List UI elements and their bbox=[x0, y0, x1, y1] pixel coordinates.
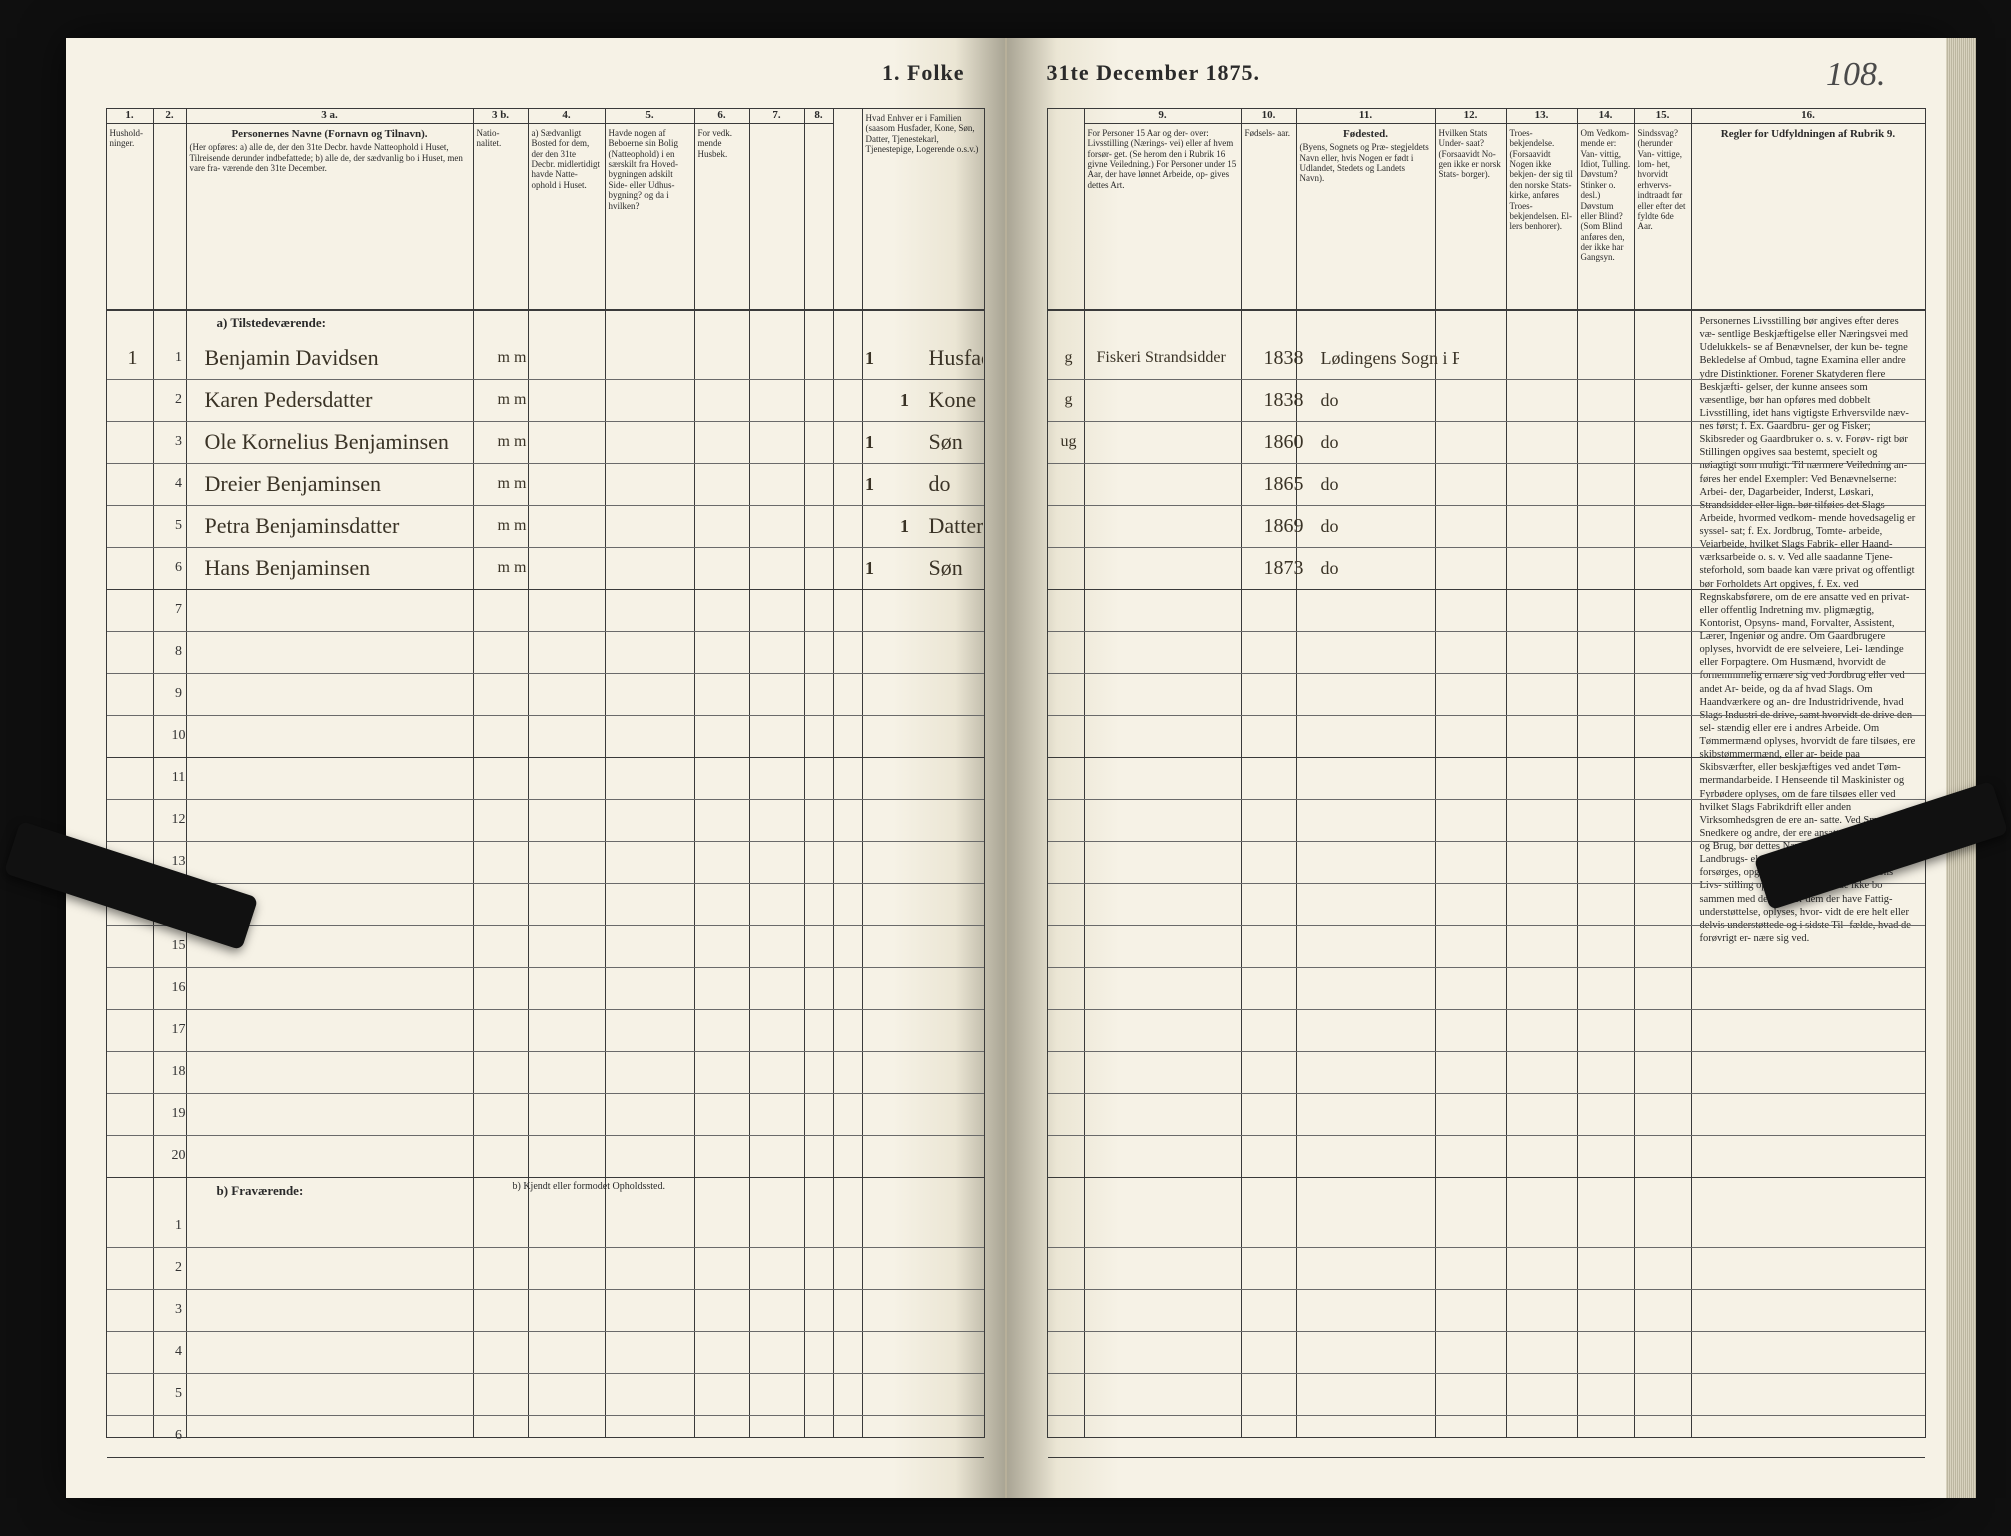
table-row: 11Benjamin Davidsenm m1Husfader bbox=[107, 337, 984, 380]
left-page: 1. Folke 1.Hushold- ninger. 2. 3 a.Perso… bbox=[66, 38, 1007, 1498]
header-title-left: 1. Folke bbox=[882, 60, 965, 86]
table-row: 11 bbox=[107, 757, 984, 800]
table-row: 1869do bbox=[1048, 505, 1925, 548]
page-edge-stack bbox=[1946, 38, 1976, 1498]
table-row: 1 bbox=[107, 1205, 984, 1248]
left-grid: 1.Hushold- ninger. 2. 3 a.Personernes Na… bbox=[106, 108, 985, 1438]
section-a-label: a) Tilstedeværende: bbox=[217, 315, 326, 331]
table-row bbox=[1048, 1415, 1925, 1458]
table-row: 17 bbox=[107, 1009, 984, 1052]
table-row bbox=[1048, 1247, 1925, 1290]
left-rows: 11Benjamin Davidsenm m1Husfader2Karen Pe… bbox=[107, 109, 984, 1437]
right-rows: gFiskeri Strandsidder1838Lødingens Sogn … bbox=[1048, 109, 1925, 1437]
table-row bbox=[1048, 799, 1925, 842]
table-row: 6Hans Benjaminsenm m1Søn bbox=[107, 547, 984, 590]
table-row: 4Dreier Benjaminsenm m1do bbox=[107, 463, 984, 506]
table-row: 6 bbox=[107, 1415, 984, 1458]
section-b-note: b) Kjendt eller formodet Opholdssted. bbox=[513, 1181, 665, 1192]
table-row bbox=[1048, 631, 1925, 674]
table-row bbox=[1048, 1051, 1925, 1094]
table-row bbox=[1048, 1373, 1925, 1416]
table-row: 20 bbox=[107, 1135, 984, 1178]
table-row: 2Karen Pedersdatterm m1Kone bbox=[107, 379, 984, 422]
table-row bbox=[1048, 1135, 1925, 1178]
table-row: 7 bbox=[107, 589, 984, 632]
folio-number: 108. bbox=[1826, 56, 1886, 94]
table-row bbox=[1048, 715, 1925, 758]
table-row bbox=[1048, 967, 1925, 1010]
table-row: 9 bbox=[107, 673, 984, 716]
table-row bbox=[1048, 1093, 1925, 1136]
table-row: 10 bbox=[107, 715, 984, 758]
table-row: 5 bbox=[107, 1373, 984, 1416]
table-row bbox=[1048, 1009, 1925, 1052]
table-row: 8 bbox=[107, 631, 984, 674]
table-row bbox=[1048, 673, 1925, 716]
table-row bbox=[1048, 757, 1925, 800]
table-row: 3 bbox=[107, 1289, 984, 1332]
table-row: 19 bbox=[107, 1093, 984, 1136]
table-row: g1838do bbox=[1048, 379, 1925, 422]
table-row: 5Petra Benjaminsdatterm m1Datter bbox=[107, 505, 984, 548]
table-row: 16 bbox=[107, 967, 984, 1010]
table-row bbox=[1048, 1289, 1925, 1332]
table-row: gFiskeri Strandsidder1838Lødingens Sogn … bbox=[1048, 337, 1925, 380]
table-row bbox=[1048, 1331, 1925, 1374]
table-row: 4 bbox=[107, 1331, 984, 1374]
table-row: 3Ole Kornelius Benjaminsenm m1Søn bbox=[107, 421, 984, 464]
table-row: 13 bbox=[107, 841, 984, 884]
table-row bbox=[1048, 589, 1925, 632]
right-page: 31te December 1875. 108. 9.For Personer … bbox=[1007, 38, 1946, 1498]
table-row bbox=[1048, 1205, 1925, 1248]
table-row: 1873do bbox=[1048, 547, 1925, 590]
book-spread: 1. Folke 1.Hushold- ninger. 2. 3 a.Perso… bbox=[0, 0, 2011, 1536]
table-row: 18 bbox=[107, 1051, 984, 1094]
page-spread: 1. Folke 1.Hushold- ninger. 2. 3 a.Perso… bbox=[66, 38, 1946, 1498]
table-row bbox=[1048, 925, 1925, 968]
right-grid: 9.For Personer 15 Aar og der- over: Livs… bbox=[1047, 108, 1926, 1438]
table-row: 2 bbox=[107, 1247, 984, 1290]
header-title-right: 31te December 1875. bbox=[1047, 60, 1260, 86]
table-row: 12 bbox=[107, 799, 984, 842]
table-row: 1865do bbox=[1048, 463, 1925, 506]
section-b-label: b) Fraværende: bbox=[217, 1183, 304, 1199]
table-row: ug1860do bbox=[1048, 421, 1925, 464]
